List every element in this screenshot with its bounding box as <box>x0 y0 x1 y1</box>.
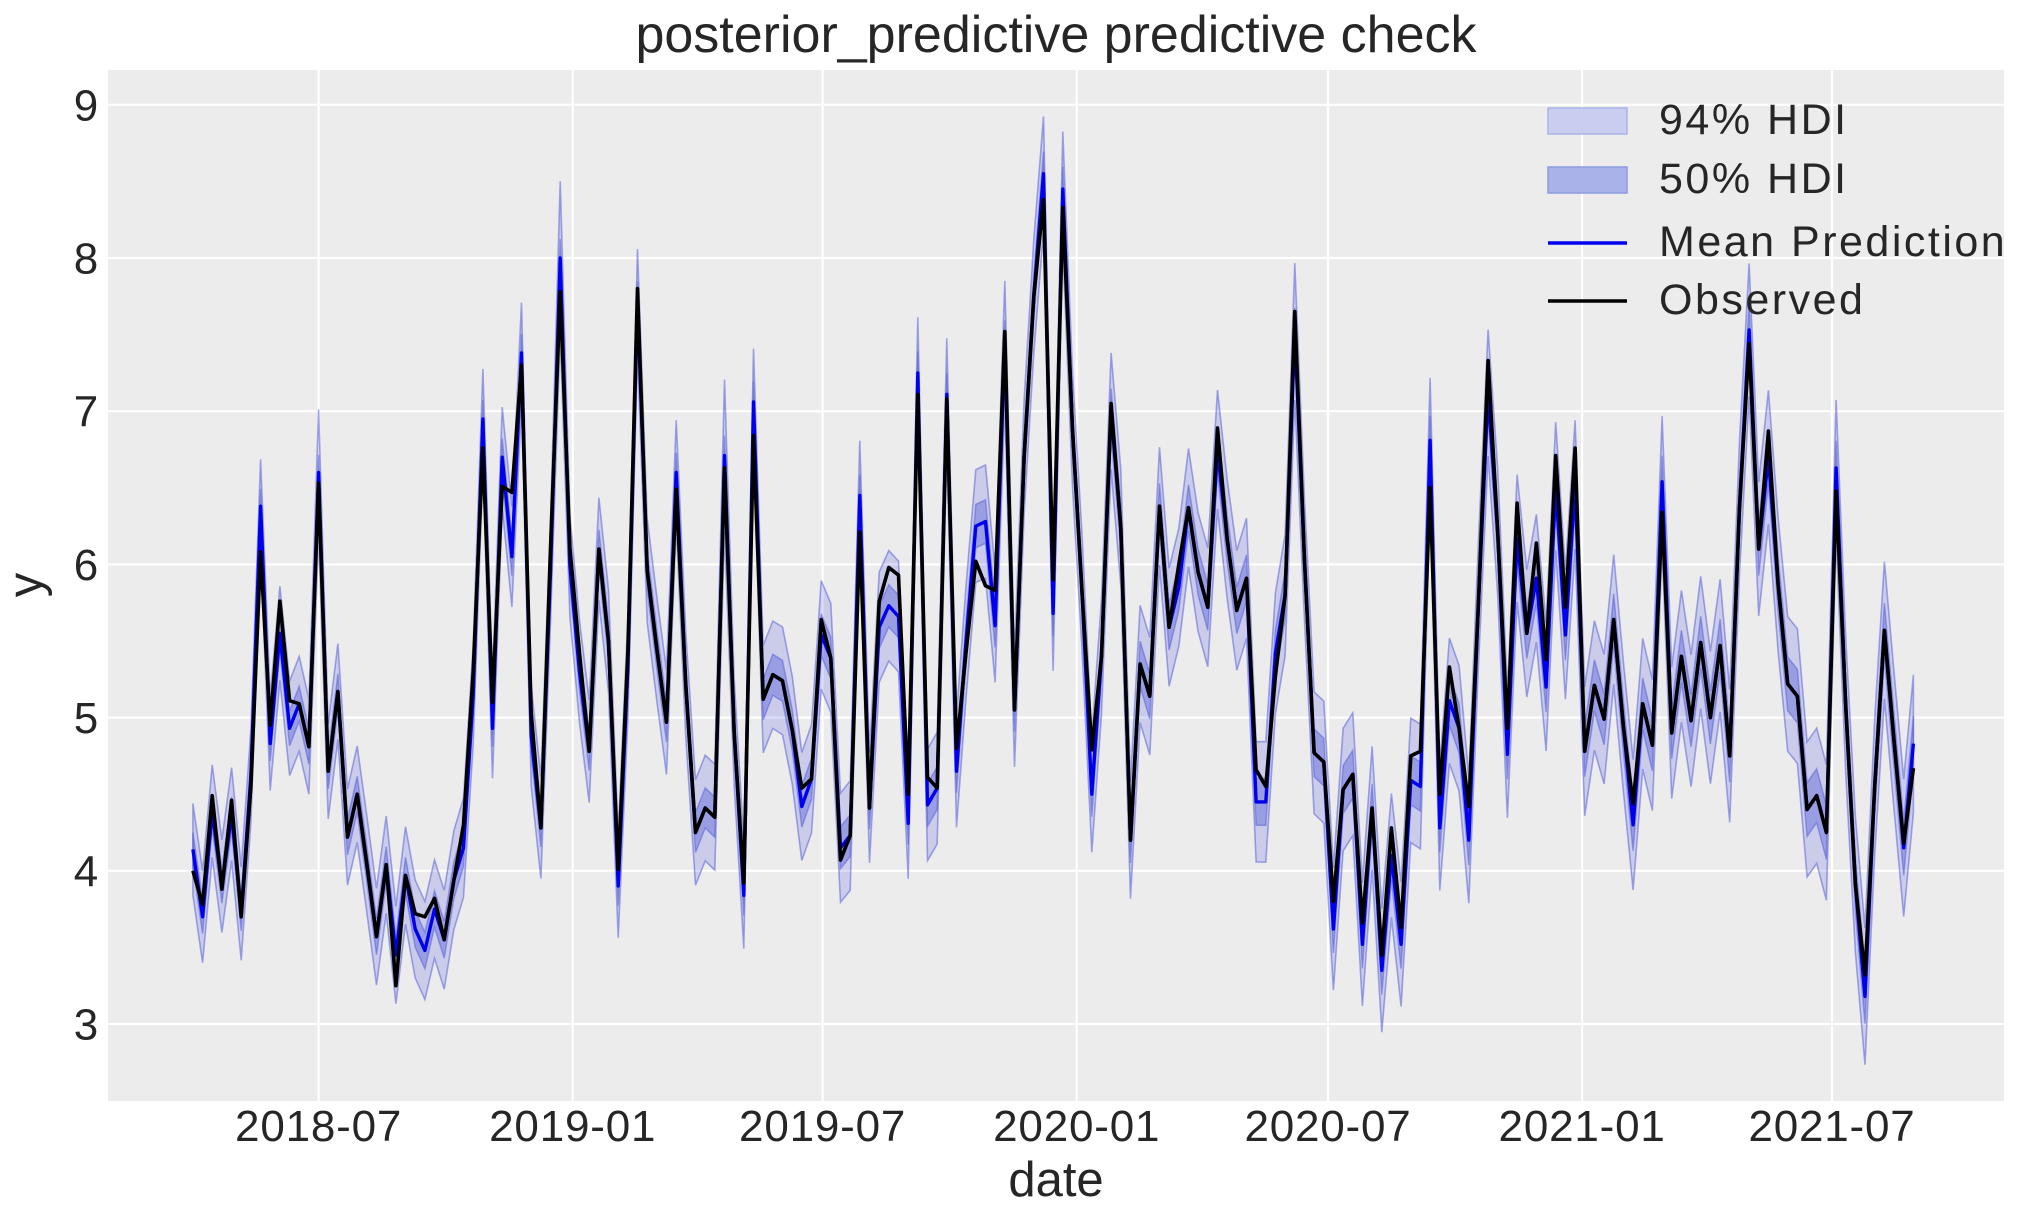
svg-text:Observed: Observed <box>1659 276 1865 324</box>
svg-text:2018-07: 2018-07 <box>235 1102 402 1151</box>
svg-text:2019-07: 2019-07 <box>739 1102 906 1151</box>
svg-text:y: y <box>0 572 53 597</box>
svg-text:3: 3 <box>74 1001 99 1050</box>
svg-text:Mean Prediction: Mean Prediction <box>1659 218 2007 266</box>
svg-text:9: 9 <box>74 81 99 130</box>
svg-text:94% HDI: 94% HDI <box>1659 96 1849 144</box>
svg-text:posterior_predictive predictiv: posterior_predictive predictive check <box>635 6 1477 64</box>
svg-text:2021-07: 2021-07 <box>1748 1102 1915 1151</box>
svg-text:8: 8 <box>74 235 99 284</box>
svg-text:50% HDI: 50% HDI <box>1659 155 1849 203</box>
svg-text:2020-01: 2020-01 <box>993 1102 1160 1151</box>
svg-text:6: 6 <box>74 541 99 590</box>
svg-text:5: 5 <box>74 694 99 743</box>
svg-text:7: 7 <box>74 388 99 437</box>
svg-text:date: date <box>1008 1153 1103 1207</box>
svg-text:2021-01: 2021-01 <box>1499 1102 1666 1151</box>
svg-text:2019-01: 2019-01 <box>489 1102 656 1151</box>
svg-text:4: 4 <box>74 847 99 896</box>
svg-text:2020-07: 2020-07 <box>1244 1102 1411 1151</box>
